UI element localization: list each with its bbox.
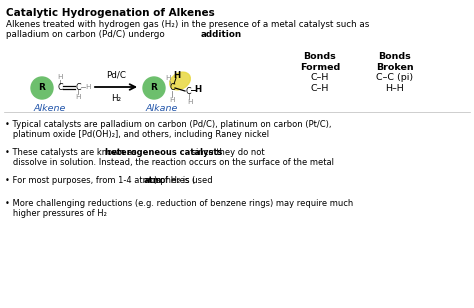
Text: H: H — [85, 84, 91, 90]
Text: Alkane: Alkane — [146, 104, 178, 113]
Text: C: C — [75, 83, 81, 91]
Text: • More challenging reductions (e.g. reduction of benzene rings) may require much: • More challenging reductions (e.g. redu… — [5, 199, 353, 208]
Text: C–C (pi): C–C (pi) — [376, 73, 413, 82]
Text: H: H — [187, 99, 193, 105]
Text: R: R — [151, 83, 157, 92]
Text: Alkenes treated with hydrogen gas (H₂) in the presence of a metal catalyst such : Alkenes treated with hydrogen gas (H₂) i… — [6, 20, 369, 29]
Text: C–H: C–H — [311, 84, 329, 93]
Text: • For most purposes, from 1-4 atmospheres (: • For most purposes, from 1-4 atmosphere… — [5, 176, 195, 185]
Text: H: H — [194, 84, 201, 94]
Text: H: H — [165, 75, 171, 81]
Text: C: C — [185, 87, 191, 95]
Text: Pd/C: Pd/C — [106, 71, 126, 80]
Text: C: C — [169, 83, 175, 92]
Text: Alkene: Alkene — [34, 104, 66, 113]
Text: Bonds
Broken: Bonds Broken — [376, 52, 414, 72]
Text: H: H — [173, 71, 181, 79]
Text: R: R — [38, 83, 46, 92]
Text: C–H: C–H — [311, 73, 329, 82]
Text: • Typical catalysts are palladium on carbon (Pd/C), platinum on carbon (Pt/C),: • Typical catalysts are palladium on car… — [5, 120, 331, 129]
Text: platinum oxide [Pd(OH)₂], and others, including Raney nickel: platinum oxide [Pd(OH)₂], and others, in… — [5, 130, 269, 139]
Text: palladium on carbon (Pd/C) undergo: palladium on carbon (Pd/C) undergo — [6, 30, 167, 39]
Text: higher pressures of H₂: higher pressures of H₂ — [5, 209, 107, 218]
Circle shape — [143, 77, 165, 99]
Text: H: H — [169, 97, 175, 103]
Text: addition: addition — [201, 30, 242, 39]
Text: Bonds
Formed: Bonds Formed — [300, 52, 340, 72]
Text: Catalytic Hydrogenation of Alkenes: Catalytic Hydrogenation of Alkenes — [6, 8, 215, 18]
Text: H–H: H–H — [386, 84, 404, 93]
Text: C: C — [57, 83, 63, 91]
Text: heterogeneous catalysts: heterogeneous catalysts — [105, 148, 222, 157]
Text: atm: atm — [144, 176, 162, 185]
Text: H: H — [57, 74, 63, 80]
Text: H: H — [75, 94, 81, 100]
Text: since they do not: since they do not — [189, 148, 264, 157]
Ellipse shape — [170, 72, 191, 90]
Text: • These catalysts are known as: • These catalysts are known as — [5, 148, 139, 157]
Text: H₂: H₂ — [111, 94, 121, 103]
Text: ) of H₂ is used: ) of H₂ is used — [155, 176, 213, 185]
Circle shape — [31, 77, 53, 99]
Text: dissolve in solution. Instead, the reaction occurs on the surface of the metal: dissolve in solution. Instead, the react… — [5, 158, 334, 167]
